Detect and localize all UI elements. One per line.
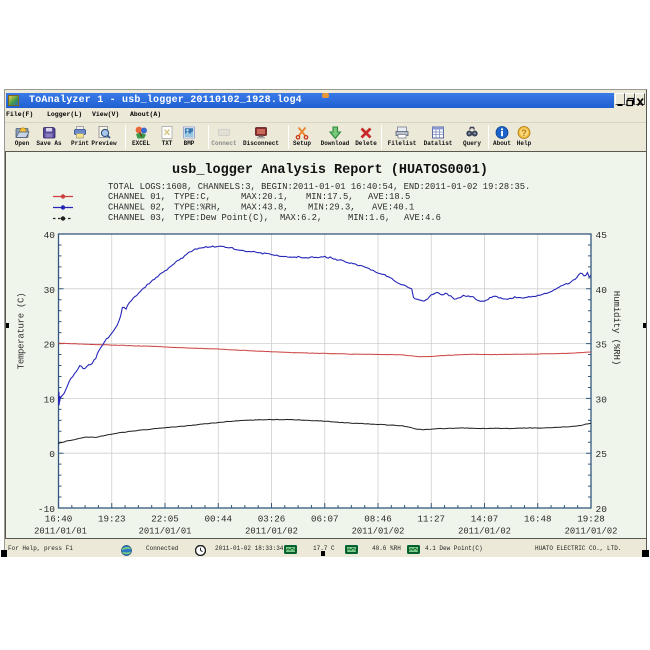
svg-text:MIN:17.5,: MIN:17.5, [306, 192, 354, 202]
svg-text:16:48: 16:48 [524, 514, 552, 525]
svg-text:30: 30 [596, 394, 608, 405]
svg-text:-10: -10 [38, 504, 55, 515]
svg-text:2011/01/01: 2011/01/01 [139, 527, 192, 537]
svg-text:MAX:20.1,: MAX:20.1, [241, 192, 289, 202]
svg-text:10: 10 [44, 394, 56, 405]
svg-text:11:27: 11:27 [417, 514, 445, 525]
svg-text:22:05: 22:05 [151, 514, 179, 525]
svg-text:TYPE:Dew Point(C),: TYPE:Dew Point(C), [174, 213, 269, 223]
svg-text:03:26: 03:26 [258, 514, 286, 525]
svg-text:14:07: 14:07 [471, 514, 499, 525]
svg-text:35: 35 [596, 340, 608, 351]
svg-text:usb_logger Analysis Report (HU: usb_logger Analysis Report (HUATOS0001) [172, 163, 488, 178]
svg-text:Humidity (%RH): Humidity (%RH) [611, 291, 622, 365]
svg-text:40: 40 [596, 285, 608, 296]
svg-text:40: 40 [44, 230, 56, 241]
svg-text:0: 0 [49, 449, 55, 460]
svg-text:MIN:1.6,: MIN:1.6, [348, 213, 390, 223]
svg-text:2011/01/01: 2011/01/01 [34, 527, 87, 537]
svg-text:Temperature (C): Temperature (C) [17, 293, 27, 370]
svg-text:TYPE:C,: TYPE:C, [174, 192, 211, 202]
svg-text:19:23: 19:23 [98, 514, 126, 525]
svg-text:?: ? [521, 128, 527, 138]
svg-text:2011/01/02: 2011/01/02 [458, 527, 511, 537]
svg-text:AVE:40.1: AVE:40.1 [372, 203, 414, 213]
svg-text:2011/01/02: 2011/01/02 [565, 527, 618, 537]
svg-text:30: 30 [44, 285, 56, 296]
svg-text:25: 25 [596, 449, 608, 460]
svg-text:06:07: 06:07 [311, 514, 339, 525]
svg-text:TYPE:%RH,: TYPE:%RH, [174, 203, 222, 213]
svg-text:2011/01/02: 2011/01/02 [352, 527, 405, 537]
svg-text:2011/01/02: 2011/01/02 [245, 527, 298, 537]
svg-text:00:44: 00:44 [204, 514, 232, 525]
svg-text:AVE:4.6: AVE:4.6 [404, 213, 441, 223]
svg-text:08:46: 08:46 [364, 514, 392, 525]
svg-text:19:28: 19:28 [577, 514, 605, 525]
svg-text:20: 20 [596, 504, 608, 515]
svg-text:45: 45 [596, 230, 608, 241]
svg-text:MAX:6.2,: MAX:6.2, [280, 213, 322, 223]
svg-text:16:40: 16:40 [45, 514, 73, 525]
svg-text:MIN:29.3,: MIN:29.3, [308, 203, 356, 213]
svg-text:AVE:18.5: AVE:18.5 [368, 192, 410, 202]
svg-text:CHANNEL 02,: CHANNEL 02, [108, 203, 166, 213]
svg-text:TOTAL LOGS:1608, CHANNELS:3, B: TOTAL LOGS:1608, CHANNELS:3, BEGIN:2011-… [108, 182, 530, 192]
svg-text:CHANNEL 03,: CHANNEL 03, [108, 213, 166, 223]
svg-text:MAX:43.8,: MAX:43.8, [241, 203, 289, 213]
svg-text:20: 20 [44, 340, 56, 351]
svg-text:CHANNEL 01,: CHANNEL 01, [108, 192, 166, 202]
